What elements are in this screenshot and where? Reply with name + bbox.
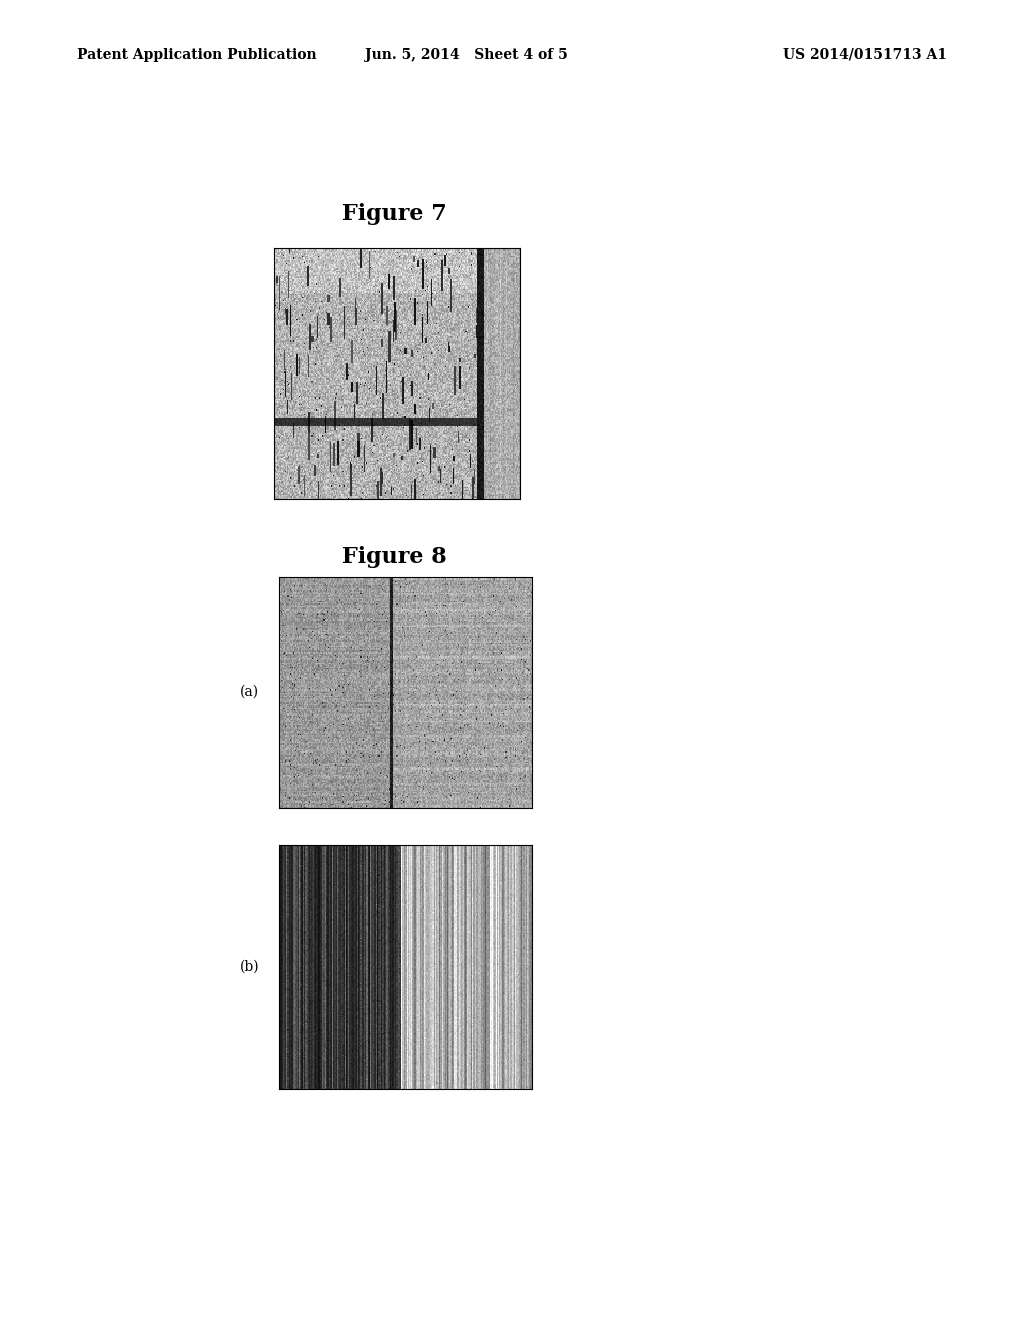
Text: Jun. 5, 2014   Sheet 4 of 5: Jun. 5, 2014 Sheet 4 of 5 — [365, 48, 567, 62]
Text: (a): (a) — [240, 685, 259, 698]
Text: US 2014/0151713 A1: US 2014/0151713 A1 — [783, 48, 947, 62]
Text: Patent Application Publication: Patent Application Publication — [77, 48, 316, 62]
Text: Figure 8: Figure 8 — [342, 546, 446, 568]
Text: (b): (b) — [240, 960, 259, 973]
Text: Figure 7: Figure 7 — [342, 203, 446, 224]
